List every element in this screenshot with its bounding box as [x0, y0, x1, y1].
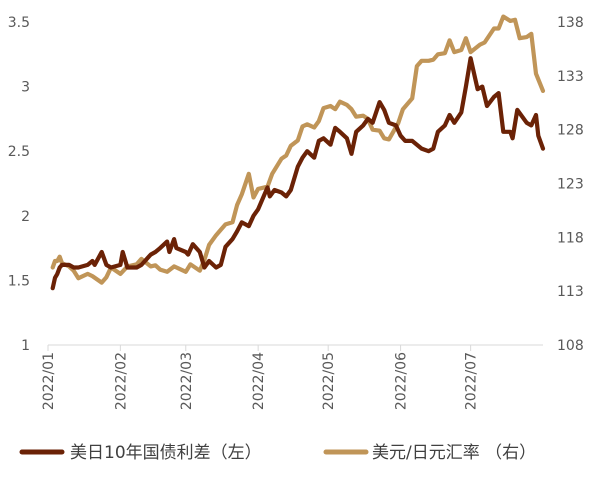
y-right-tick-label: 133: [557, 69, 584, 85]
y-right-tick-label: 138: [557, 15, 584, 31]
chart-series: [50, 14, 546, 291]
x-tick-label: 2022/06: [394, 352, 410, 410]
x-tick-label: 2022/02: [113, 352, 129, 410]
y-right-tick-label: 118: [557, 230, 584, 246]
chart-legend: 美日10年国债利差（左） 美元/日元汇率 （右）: [19, 443, 536, 463]
us-jp-spread-series-line: [50, 56, 546, 291]
y-left-tick-label: 1: [21, 338, 30, 354]
chart-axes: 1 1.5 2 2.5 3 3.5 108 113 118 123 128 133 138 2022/01…: [8, 15, 584, 410]
x-tick-label: 2022/07: [464, 352, 480, 410]
y-left-tick-label: 2.5: [8, 144, 30, 160]
y-left-tick-label: 2: [21, 209, 30, 225]
y-right-tick-label: 128: [557, 123, 584, 139]
y-right-tick-label: 113: [557, 284, 584, 300]
y-left-tick-label: 3: [21, 80, 30, 96]
x-tick-label: 2022/04: [251, 352, 267, 410]
legend-label: 美元/日元汇率 （右）: [372, 443, 536, 463]
y-left-tick-label: 1.5: [8, 273, 30, 289]
legend-label: 美日10年国债利差（左）: [70, 443, 262, 463]
y-left-tick-label: 3.5: [8, 15, 30, 31]
x-tick-label: 2022/01: [41, 352, 57, 410]
x-tick-label: 2022/03: [179, 352, 195, 410]
y-right-tick-label: 123: [557, 177, 584, 193]
x-tick-label: 2022/05: [321, 352, 337, 410]
y-right-tick-label: 108: [557, 338, 584, 354]
